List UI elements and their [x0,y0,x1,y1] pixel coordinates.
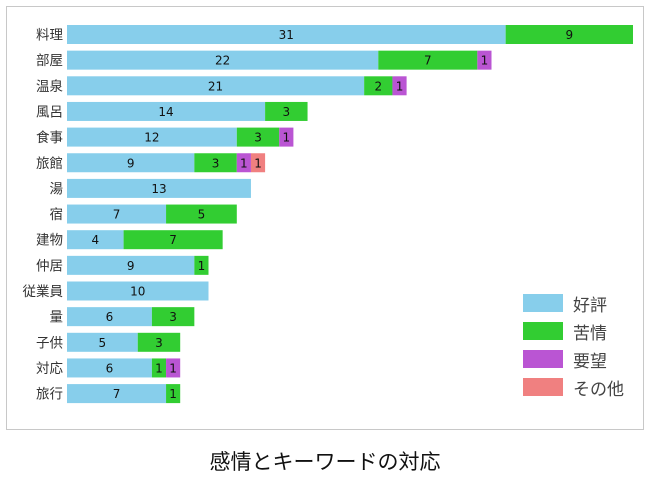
bar-segment [67,101,266,121]
data-label: 1 [254,156,262,170]
bar-segment [67,255,195,275]
category-label: 従業員 [23,284,64,300]
category-label: 旅行 [36,387,63,403]
category-label: 湯 [50,180,64,197]
data-label: 1 [169,387,177,401]
chart-svg: 料理 31 9部屋 22 7 1温泉 21 2 1風呂 14 3食事 12 3 1旅館 9 3 1 1湯 13宿 7 5… [23,25,633,404]
bar-segment [67,153,195,173]
data-label: 7 [169,233,177,247]
bar-segment [137,332,181,352]
bar-segment [67,230,124,250]
category-label: 料理 [36,28,63,44]
data-label: 22 [215,54,230,68]
data-label: 13 [151,182,166,196]
data-label: 9 [127,156,135,170]
data-label: 1 [198,259,206,273]
legend-label: 要望 [573,351,607,372]
data-label: 1 [283,131,291,145]
data-label: 21 [208,79,223,93]
bar-segment [236,127,280,147]
legend-item: 好評 [523,289,624,317]
data-label: 5 [198,208,206,222]
data-label: 9 [127,259,135,273]
data-label: 2 [374,79,382,93]
data-label: 10 [130,285,145,299]
legend-swatch [523,294,563,312]
category-label: 温泉 [36,78,63,95]
legend-label: その他 [573,379,624,400]
data-label: 7 [113,387,121,401]
data-label: 6 [106,361,114,375]
data-label: 5 [99,336,107,350]
data-label: 9 [566,28,574,42]
legend-swatch [523,322,563,340]
bar-segment [67,332,138,352]
category-label: 建物 [36,233,63,249]
legend-item: 苦情 [523,317,624,345]
bar-segment [67,384,167,404]
bar-segment [279,127,294,147]
category-label: 旅館 [36,156,63,172]
bar-segment [378,50,478,70]
data-label: 3 [212,156,220,170]
bar-segment [194,255,209,275]
data-label: 7 [424,54,432,68]
bar-segment [505,25,633,44]
data-label: 12 [144,131,159,145]
bar-segment [67,76,365,96]
data-label: 1 [240,156,248,170]
bar-segment [364,76,393,96]
category-label: 量 [50,310,64,326]
bar-segment [67,50,379,70]
bar-segment [67,358,152,378]
legend-swatch [523,378,563,396]
legend-item: 要望 [523,345,624,373]
data-label: 1 [481,54,489,68]
legend-label: 好評 [573,295,607,316]
bar-segment [265,101,308,121]
bar-segment [392,76,407,96]
bar-segment [194,153,237,173]
bar-segment [67,281,209,301]
bar-segment [477,50,492,70]
legend-item: その他 [523,373,624,401]
bar-segment [236,153,251,173]
category-label: 仲居 [36,258,63,274]
data-label: 3 [254,131,262,145]
data-label: 14 [158,105,173,119]
legend: 好評 苦情 要望 その他 [523,289,624,401]
data-label: 4 [91,233,99,247]
category-label: 食事 [36,129,63,146]
bar-segment [166,358,181,378]
data-label: 3 [169,310,177,324]
bar-segment [151,307,195,327]
bar-segment [67,204,167,224]
data-label: 3 [283,105,291,119]
category-label: 対応 [36,361,63,377]
bar-segment [166,204,237,224]
chart-frame: 料理 31 9 部屋 22 7 1 温泉 21 2 1 風呂 14 3 食事 12 3 1 旅館 9 3 1 1 湯 13 宿 7 5… [6,6,644,430]
data-label: 31 [279,28,294,42]
legend-label: 苦情 [573,323,607,344]
legend-swatch [523,350,563,368]
data-label: 3 [155,336,163,350]
bar-segment [67,25,506,44]
bar-segment [250,153,266,173]
data-label: 6 [106,310,114,324]
bar-segment [151,358,167,378]
bar-segment [67,127,237,147]
category-label: 子供 [36,335,63,351]
data-label: 1 [155,361,163,375]
category-label: 部屋 [36,53,63,69]
bar-segment [123,230,223,250]
data-label: 1 [169,361,177,375]
bar-segment [67,178,251,198]
chart-caption: 感情とキーワードの対応 [209,450,441,474]
data-label: 7 [113,208,121,222]
data-label: 1 [396,79,404,93]
category-label: 宿 [50,206,64,223]
bar-segment [67,307,152,327]
bar-segment [166,384,181,404]
category-label: 風呂 [36,104,63,120]
